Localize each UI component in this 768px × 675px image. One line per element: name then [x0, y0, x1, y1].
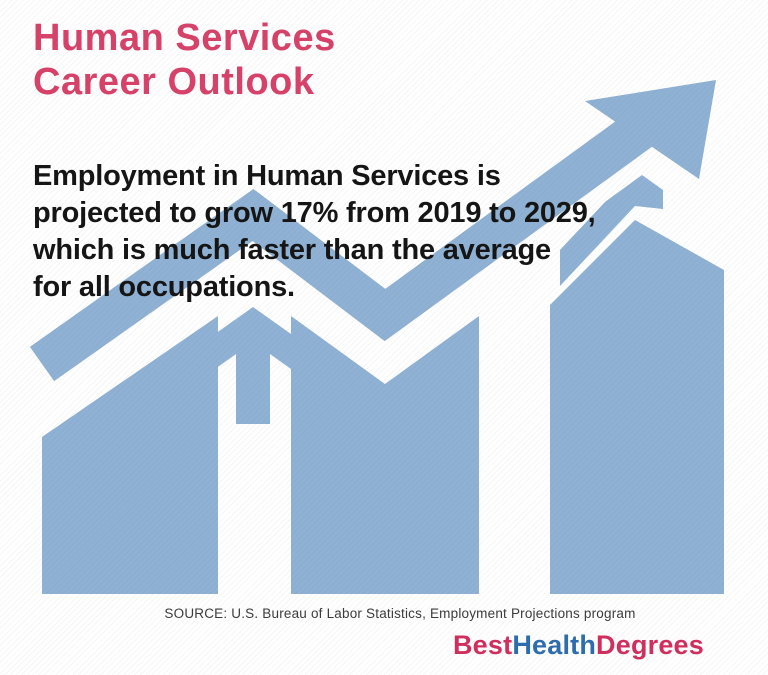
brand-logo-degrees: Degrees	[596, 630, 704, 660]
chart-bar-2	[291, 316, 479, 594]
page-title: Human Services Career Outlook	[33, 16, 336, 104]
trend-arrow-head	[585, 80, 716, 179]
source-attribution: SOURCE: U.S. Bureau of Labor Statistics,…	[164, 606, 636, 621]
headline-stat-text: Employment in Human Services is projecte…	[33, 160, 596, 303]
brand-logo-health: Health	[512, 630, 597, 660]
page-title-line-1: Human Services	[33, 17, 336, 59]
chart-bar-1	[42, 316, 218, 594]
brand-logo: BestHealthDegrees	[453, 630, 704, 661]
page-title-line-2: Career Outlook	[33, 61, 315, 103]
chevron-above-bar-3	[560, 170, 663, 286]
trend-arrow-line	[29, 111, 655, 382]
up-arrow-pictogram	[215, 307, 291, 424]
brand-logo-best: Best	[452, 630, 513, 660]
chart-bar-3	[550, 220, 724, 594]
